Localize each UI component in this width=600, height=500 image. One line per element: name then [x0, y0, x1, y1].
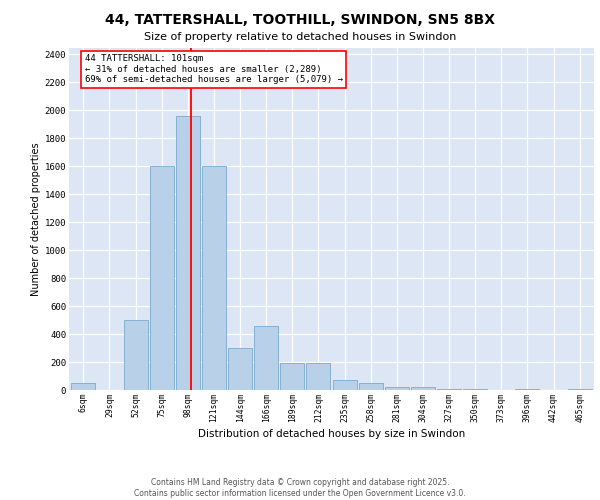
Bar	[385, 386, 409, 390]
Bar	[463, 388, 487, 390]
Bar	[411, 386, 435, 390]
Bar	[437, 388, 461, 390]
Bar	[568, 388, 592, 390]
Bar	[515, 388, 539, 390]
Bar	[150, 166, 174, 390]
Bar	[332, 380, 356, 390]
Bar	[254, 326, 278, 390]
Bar	[71, 383, 95, 390]
Bar	[307, 362, 331, 390]
Bar	[202, 166, 226, 390]
Text: Size of property relative to detached houses in Swindon: Size of property relative to detached ho…	[144, 32, 456, 42]
X-axis label: Distribution of detached houses by size in Swindon: Distribution of detached houses by size …	[198, 429, 465, 439]
Bar	[176, 116, 200, 390]
Bar	[124, 320, 148, 390]
Text: 44 TATTERSHALL: 101sqm
← 31% of detached houses are smaller (2,289)
69% of semi-: 44 TATTERSHALL: 101sqm ← 31% of detached…	[85, 54, 343, 84]
Bar	[228, 348, 252, 390]
Y-axis label: Number of detached properties: Number of detached properties	[31, 142, 41, 296]
Bar	[359, 383, 383, 390]
Text: 44, TATTERSHALL, TOOTHILL, SWINDON, SN5 8BX: 44, TATTERSHALL, TOOTHILL, SWINDON, SN5 …	[105, 12, 495, 26]
Text: Contains HM Land Registry data © Crown copyright and database right 2025.
Contai: Contains HM Land Registry data © Crown c…	[134, 478, 466, 498]
Bar	[280, 362, 304, 390]
